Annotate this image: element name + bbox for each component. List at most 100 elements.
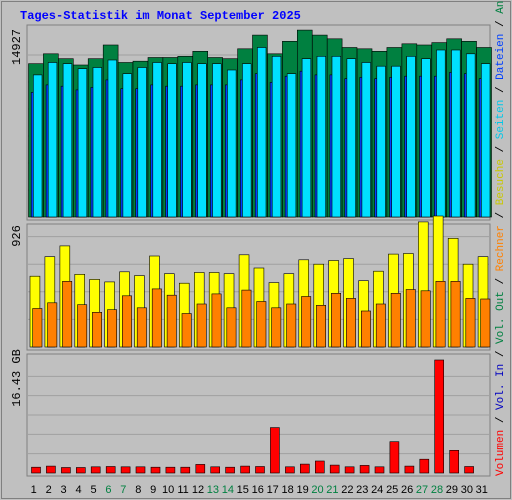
x-tick-label: 22 (341, 484, 353, 496)
legend-entry: Volumen (495, 430, 507, 476)
legend-entry: Vol. Out (495, 291, 507, 344)
bar-volumen-day-10 (165, 466, 176, 474)
bar-seiten-day-10 (167, 63, 177, 218)
bar-rechner-day-18 (286, 303, 297, 348)
legend-entry: / (495, 80, 507, 100)
y-max-label-volume: 16.43 GB (10, 349, 24, 407)
bar-rechner-day-24 (375, 303, 386, 348)
bar-volumen-day-28 (434, 359, 445, 474)
bar-volumen-day-25 (389, 441, 400, 474)
x-tick-label: 16 (252, 484, 264, 496)
panel-requests (26, 24, 492, 221)
x-tick-label: 8 (135, 484, 141, 496)
bar-seiten-day-15 (242, 63, 252, 218)
bar-rechner-day-23 (360, 310, 371, 348)
bar-rechner-day-7 (122, 295, 132, 348)
bar-volumen-day-22 (344, 466, 355, 474)
bar-volumen-day-26 (404, 465, 415, 474)
bar-volumen-day-18 (285, 466, 295, 474)
bar-seiten-day-4 (77, 68, 88, 218)
bar-seiten-day-18 (286, 73, 297, 218)
x-tick-label: 15 (237, 484, 249, 496)
bar-seiten-day-13 (212, 63, 222, 218)
legend-entry: / (495, 14, 507, 34)
x-tick-label: 27 (416, 484, 428, 496)
bar-rechner-day-15 (241, 289, 252, 348)
bar-volumen-day-7 (120, 466, 131, 474)
bar-rechner-day-30 (465, 298, 476, 348)
bar-seiten-day-23 (361, 62, 371, 218)
legend-entry: Vol. In (495, 364, 507, 410)
x-tick-label: 5 (90, 484, 96, 496)
bar-rechner-day-28 (435, 280, 446, 348)
x-tick-label: 10 (162, 484, 174, 496)
bar-rechner-day-9 (151, 288, 162, 348)
x-tick-label: 28 (431, 484, 443, 496)
bar-seiten-day-21 (331, 55, 341, 218)
x-tick-label: 17 (267, 484, 279, 496)
x-tick-label: 21 (326, 484, 338, 496)
bar-volumen-day-4 (76, 467, 86, 474)
bar-seiten-day-29 (451, 49, 461, 218)
legend-entry: Dateien (495, 34, 507, 80)
bar-seiten-day-26 (406, 55, 416, 218)
bar-rechner-day-20 (316, 304, 326, 348)
bar-rechner-day-25 (390, 292, 401, 348)
legend-entry: Anfragen (495, 0, 507, 14)
bar-seiten-day-19 (301, 58, 312, 218)
x-tick-label: 9 (150, 484, 156, 496)
bar-volumen-day-5 (90, 466, 101, 474)
bar-rechner-day-19 (301, 296, 312, 348)
bar-seiten-day-11 (182, 62, 192, 218)
x-tick-label: 1 (31, 484, 37, 496)
y-max-label-requests: 14927 (10, 29, 24, 65)
x-tick-label: 12 (192, 484, 204, 496)
x-axis-labels: 1 2 3 4 5 6 7 8 9 10 11 12 13 14 15 16 17 18 19 20 21 22 23 24 2… (31, 484, 488, 496)
bar-rechner-day-6 (107, 309, 118, 348)
bar-volumen-day-27 (419, 458, 430, 474)
bar-volumen-day-11 (180, 466, 191, 474)
bar-seiten-day-14 (227, 69, 237, 218)
bar-rechner-day-14 (226, 307, 237, 348)
bar-rechner-day-27 (420, 290, 431, 348)
legend-entry: / (495, 344, 507, 364)
x-tick-label: 13 (207, 484, 219, 496)
bar-volumen-day-30 (464, 466, 474, 474)
bar-seiten-day-27 (421, 58, 431, 218)
bar-seiten-day-9 (152, 62, 162, 218)
bar-seiten-day-30 (466, 53, 476, 218)
bar-volumen-day-16 (255, 466, 265, 474)
bar-volumen-day-20 (314, 460, 325, 474)
x-tick-label: 3 (61, 484, 67, 496)
bar-volumen-day-29 (449, 449, 460, 474)
bar-seiten-day-5 (92, 67, 102, 218)
panel-visits (26, 215, 491, 351)
bar-rechner-day-4 (77, 304, 88, 348)
x-tick-label: 29 (446, 484, 458, 496)
x-tick-label: 4 (75, 484, 81, 496)
legend-entry: / (495, 410, 507, 430)
bar-seiten-day-3 (62, 63, 73, 218)
bar-volumen-day-6 (105, 466, 116, 474)
bar-rechner-day-1 (32, 308, 43, 348)
bar-seiten-day-22 (346, 58, 356, 218)
right-legend: Volumen / Vol. In / Vol. Out / Rechner /… (495, 0, 507, 476)
bar-volumen-day-24 (374, 466, 385, 474)
x-tick-label: 25 (386, 484, 398, 496)
x-tick-label: 30 (461, 484, 473, 496)
bar-rechner-day-21 (331, 292, 341, 348)
bar-rechner-day-13 (211, 293, 222, 348)
bar-seiten-day-31 (480, 63, 491, 218)
legend-entry: / (495, 205, 507, 225)
bar-volumen-day-23 (359, 465, 370, 474)
bar-seiten-day-7 (122, 73, 132, 218)
x-tick-label: 11 (177, 484, 188, 496)
bar-seiten-day-12 (197, 63, 207, 218)
legend-entry: Besuche (495, 159, 507, 205)
bar-rechner-day-16 (256, 301, 267, 348)
bar-volumen-day-3 (61, 467, 71, 474)
x-tick-label: 26 (401, 484, 413, 496)
chart-title: Tages-Statistik im Monat September 2025 (20, 9, 301, 23)
bar-volumen-day-17 (270, 427, 280, 474)
